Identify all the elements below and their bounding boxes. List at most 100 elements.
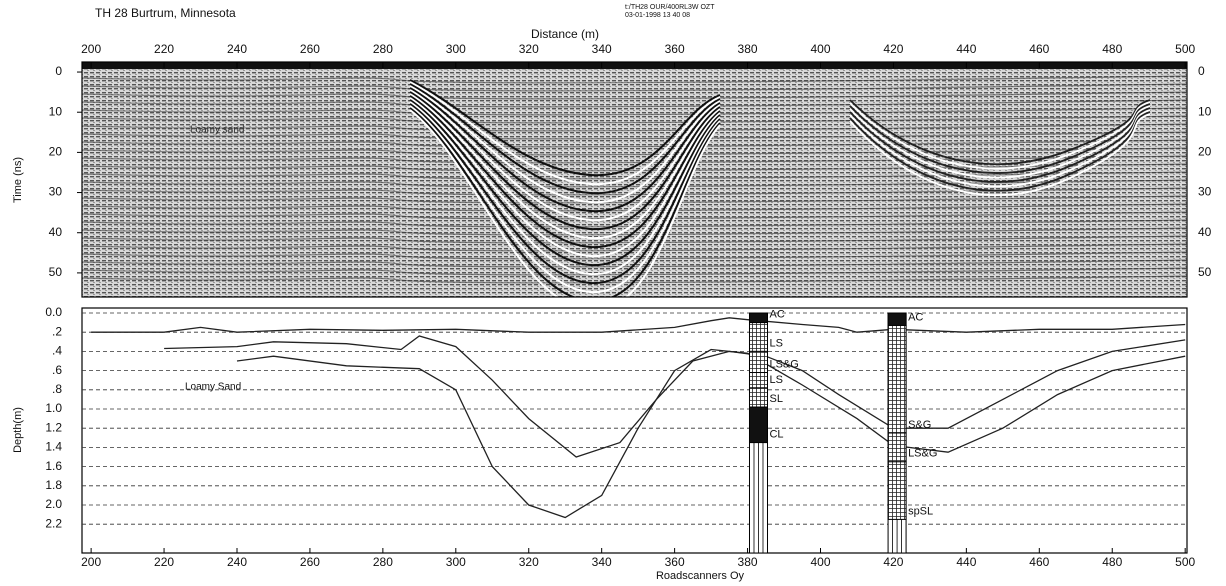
y-tick-label: 40: [49, 225, 63, 239]
reflector: [82, 171, 1187, 180]
x-tick-label: 380: [738, 555, 758, 569]
reflector: [409, 91, 721, 231]
reflector: [409, 105, 721, 294]
reflector: [409, 99, 721, 267]
x-tick-label: 460: [1029, 42, 1049, 56]
layer-label: LS: [769, 337, 782, 349]
layer-label: CL: [769, 429, 783, 441]
layer-label: LS: [769, 374, 782, 386]
reflector: [849, 109, 1151, 188]
y-tick-label: 1.0: [45, 401, 62, 415]
reflector: [82, 235, 1187, 244]
y-tick-label-right: 50: [1198, 265, 1212, 279]
layer-label: LS&G: [769, 358, 798, 370]
y-tick-label: 1.6: [45, 459, 62, 473]
x-tick-label: 220: [154, 42, 174, 56]
reflector: [409, 87, 721, 213]
reflector: [849, 103, 1151, 174]
x-tick-label: 300: [446, 42, 466, 56]
borehole-layer: [748, 406, 768, 444]
y-tick-label-right: 30: [1198, 185, 1212, 199]
top-frame: [81, 61, 1188, 298]
bottom-frame: [81, 307, 1188, 554]
reflector: [409, 93, 721, 240]
x-tick-label: 480: [1102, 42, 1122, 56]
y-tick-label: .4: [52, 344, 62, 358]
radargram: [82, 62, 1187, 297]
borehole-layer: [748, 312, 768, 324]
reflectors: [82, 75, 1187, 297]
borehole-layer: [748, 350, 768, 374]
y-tick-label: 1.4: [45, 440, 62, 454]
reflector: [849, 101, 1151, 170]
y-tick-label: 2.2: [45, 516, 62, 530]
y-tick-label-right: 40: [1198, 225, 1212, 239]
x-tick-label: 340: [592, 42, 612, 56]
reflector: [409, 107, 721, 297]
reflector: [409, 95, 721, 249]
layer-label: SL: [769, 393, 782, 405]
reflector: [409, 101, 721, 276]
reflector: [409, 89, 721, 222]
y-tick-label: 0: [55, 64, 62, 78]
x-tick-label: 480: [1102, 555, 1122, 569]
layer-label: AC: [769, 309, 784, 321]
y-tick-label-right: 0: [1198, 64, 1205, 78]
borehole-layer: [748, 387, 768, 408]
x-tick-label: 400: [810, 42, 830, 56]
y-tick-label: 1.8: [45, 478, 62, 492]
x-tick-label: 260: [300, 42, 320, 56]
x-tick-label: 320: [519, 42, 539, 56]
x-tick-label: 280: [373, 42, 393, 56]
borehole-layer: [887, 432, 907, 463]
layer-label: AC: [908, 311, 923, 323]
y-tick-label: 2.0: [45, 497, 62, 511]
reflector: [82, 251, 1187, 260]
reflector: [82, 195, 1187, 204]
x-tick-label: 460: [1029, 555, 1049, 569]
file-header: t:/TH28 OUR/400RL3W OZT: [625, 4, 715, 11]
reflector: [82, 91, 1187, 100]
y-tick-label: 0.0: [45, 305, 62, 319]
file-header: 03-01-1998 13 40 08: [625, 12, 690, 19]
reflector: [849, 113, 1151, 196]
x-tick-label: 500: [1175, 555, 1195, 569]
y-tick-label: 10: [49, 104, 63, 118]
x-tick-label: 380: [738, 42, 758, 56]
borehole-layer: [748, 322, 768, 352]
x-tick-label: 420: [883, 42, 903, 56]
borehole-layer: [748, 372, 768, 389]
reflector: [849, 99, 1151, 165]
borehole-layer: [887, 312, 907, 326]
x-tick-label: 260: [300, 555, 320, 569]
reflector: [82, 227, 1187, 236]
y-tick-label-right: 20: [1198, 145, 1212, 159]
x-tick-label: 200: [81, 555, 101, 569]
surface-band: [82, 62, 1187, 69]
reflector: [82, 203, 1187, 212]
y-tick-label: 30: [49, 185, 63, 199]
reflector: [82, 75, 1187, 84]
x-tick-label: 280: [373, 555, 393, 569]
reflector: [409, 83, 721, 195]
y-tick-label: .6: [52, 363, 62, 377]
y-tick-label: 50: [49, 265, 63, 279]
interface-line: [236, 348, 1186, 519]
x-tick-label: 320: [519, 555, 539, 569]
reflector: [82, 243, 1187, 252]
reflector: [82, 211, 1187, 220]
x-tick-label: 200: [81, 42, 101, 56]
reflector: [82, 259, 1187, 268]
x-tick-label: 300: [446, 555, 466, 569]
x-tick-label: 240: [227, 42, 247, 56]
x-tick-label: 220: [154, 555, 174, 569]
x-tick-label: 360: [665, 555, 685, 569]
x-axis-label: Distance (m): [531, 27, 599, 41]
reflector: [409, 81, 721, 186]
annotation: Loamy sand: [190, 125, 244, 136]
reflector: [409, 85, 721, 204]
x-tick-label: 340: [592, 555, 612, 569]
x-tick-label: 360: [665, 42, 685, 56]
